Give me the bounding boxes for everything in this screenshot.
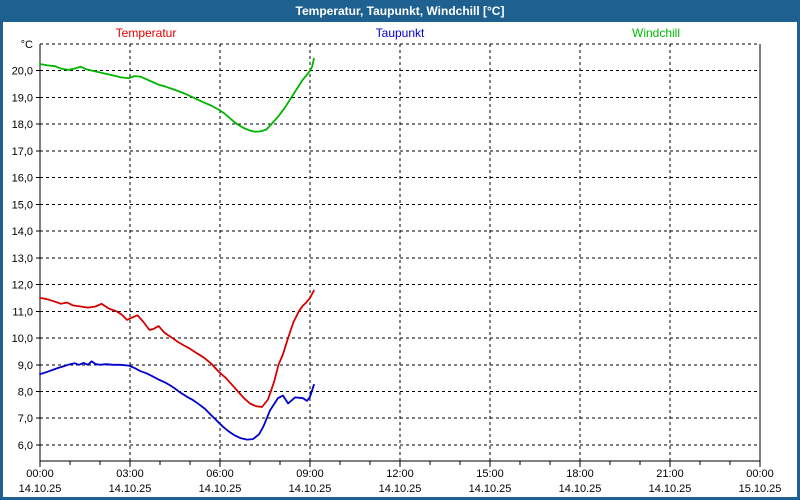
x-date-label: 14.10.25 (19, 483, 62, 495)
y-tick-label: 18,0 (12, 119, 33, 131)
legend-item-temperatur: Temperatur (115, 26, 177, 40)
x-date-label: 14.10.25 (199, 483, 242, 495)
y-tick-label: 17,0 (12, 146, 33, 158)
x-time-label: 00:00 (746, 468, 774, 480)
x-date-label: 14.10.25 (649, 483, 692, 495)
window-title: Temperatur, Taupunkt, Windchill [°C] (295, 4, 505, 18)
window-border-right (797, 22, 800, 500)
y-axis-unit-label: °C (21, 39, 33, 51)
x-date-label: 14.10.25 (289, 483, 332, 495)
x-time-label: 15:00 (476, 468, 504, 480)
x-time-label: 00:00 (26, 468, 54, 480)
y-tick-label: 19,0 (12, 92, 33, 104)
y-tick-label: 14,0 (12, 226, 33, 238)
x-time-label: 09:00 (296, 468, 324, 480)
title-bar: Temperatur, Taupunkt, Windchill [°C] (0, 0, 800, 22)
y-tick-label: 8,0 (18, 387, 33, 399)
window-border-bottom (0, 497, 800, 500)
y-tick-label: 16,0 (12, 173, 33, 185)
y-tick-label: 15,0 (12, 199, 33, 211)
x-time-label: 12:00 (386, 468, 414, 480)
x-time-label: 06:00 (206, 468, 234, 480)
x-time-label: 21:00 (656, 468, 684, 480)
y-tick-label: 10,0 (12, 333, 33, 345)
x-date-label: 14.10.25 (559, 483, 602, 495)
y-tick-label: 20,0 (12, 66, 33, 78)
y-tick-label: 11,0 (12, 306, 33, 318)
series-line-taupunkt (39, 360, 315, 441)
legend-item-windchill: Windchill (631, 26, 681, 40)
y-tick-label: 6,0 (18, 440, 33, 452)
x-date-label: 15.10.25 (739, 483, 782, 495)
x-date-label: 14.10.25 (109, 483, 152, 495)
x-time-label: 18:00 (566, 468, 594, 480)
y-tick-label: 9,0 (18, 360, 33, 372)
y-tick-label: 12,0 (12, 280, 33, 292)
x-date-label: 14.10.25 (379, 483, 422, 495)
x-date-label: 14.10.25 (469, 483, 512, 495)
y-tick-label: 13,0 (12, 253, 33, 265)
series-line-temperatur (39, 289, 315, 408)
legend-item-taupunkt: Taupunkt (375, 26, 425, 40)
series-line-windchill (39, 57, 315, 133)
y-tick-label: 7,0 (18, 413, 33, 425)
window-border-left (0, 22, 3, 500)
x-time-label: 03:00 (116, 468, 144, 480)
